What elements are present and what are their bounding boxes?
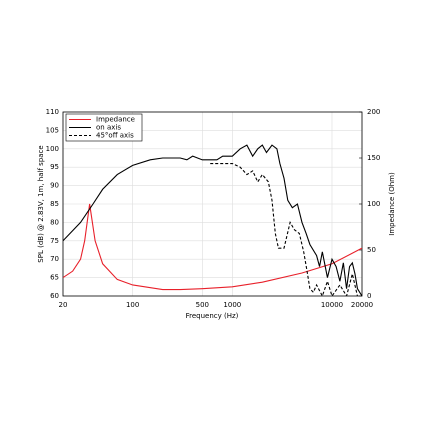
x-tick-label: 500 (196, 301, 209, 309)
series-line (63, 203, 362, 291)
y-tick-label: 75 (50, 237, 59, 245)
legend-label: Impedance (96, 116, 135, 124)
y2-tick-label: 0 (367, 292, 371, 300)
y-tick-label: 105 (46, 126, 59, 134)
y-tick-label: 80 (50, 218, 59, 226)
y-tick-label: 110 (46, 108, 59, 116)
legend-label: on axis (96, 124, 121, 132)
y2-tick-label: 150 (367, 154, 380, 162)
y-tick-label: 60 (50, 292, 59, 300)
x-tick-label: 100 (126, 301, 139, 309)
legend-label: 45°off axis (96, 132, 134, 140)
series-line (63, 144, 362, 296)
plot-frame (62, 111, 363, 297)
y-tick-label: 70 (50, 255, 59, 263)
y-axis-label: SPL (dB) @ 2.83V, 1m, half space (37, 145, 45, 262)
x-tick-label: 20 (59, 301, 68, 309)
x-axis-label: Frequency (Hz) (186, 312, 239, 320)
y-tick-label: 90 (50, 182, 59, 190)
y2-tick-label: 200 (367, 108, 380, 116)
y-tick-label: 95 (50, 163, 59, 171)
y-tick-label: 65 (50, 274, 59, 282)
y2-axis-label: Impedance (Ohm) (388, 172, 396, 236)
y-tick-label: 100 (46, 145, 59, 153)
y2-tick-label: 50 (367, 246, 376, 254)
x-tick-label: 20000 (351, 301, 373, 309)
series-line (210, 162, 358, 296)
y2-tick-label: 100 (367, 200, 380, 208)
x-tick-label: 1000 (223, 301, 241, 309)
x-tick-label: 10000 (321, 301, 343, 309)
y-tick-label: 85 (50, 200, 59, 208)
